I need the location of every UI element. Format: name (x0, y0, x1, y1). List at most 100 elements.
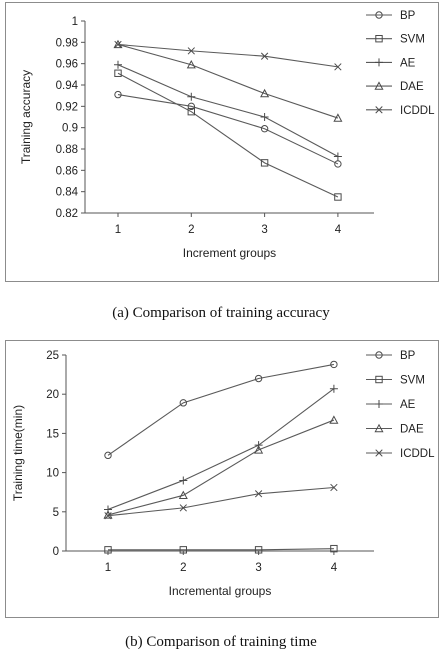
accuracy-point-svm (260, 159, 269, 167)
accuracy-line-dae (117, 43, 339, 119)
accuracy-point-dae (260, 88, 270, 98)
time-series-ae (104, 384, 338, 514)
accuracy-x-axis-title: Increment groups (183, 246, 276, 260)
time-y-tick-label: 20 (46, 389, 59, 401)
time-chart: 0 5 10 15 20 25 1 2 3 4 Incremental groups Training… (11, 350, 435, 598)
accuracy-legend-label-dae: DAE (400, 81, 424, 93)
accuracy-point-bp (187, 102, 196, 111)
time-legend-label-icddl: ICDDL (400, 448, 435, 460)
accuracy-series-icddl (114, 40, 342, 71)
time-series-svm (104, 544, 338, 554)
time-chart-panel: 0 5 10 15 20 25 1 2 3 4 Incremental groups Training… (5, 340, 439, 618)
time-legend-item-ae: AE (366, 399, 416, 411)
accuracy-y-tick-label: 0.94 (56, 80, 79, 92)
accuracy-x-tick-label: 2 (188, 224, 194, 236)
time-line-svm (108, 548, 334, 551)
time-legend-marker-icddl (375, 449, 383, 457)
accuracy-legend-marker-svm (375, 35, 383, 43)
time-line-dae (107, 419, 335, 516)
accuracy-x-tick-label: 4 (335, 224, 342, 236)
time-point-svm (104, 546, 112, 554)
accuracy-point-bp (334, 160, 342, 168)
accuracy-point-bp (114, 90, 122, 99)
accuracy-point-svm (334, 193, 342, 201)
accuracy-legend-item-icddl: ICDDL (366, 105, 435, 117)
accuracy-point-dae (333, 113, 343, 122)
time-line-ae (107, 388, 335, 510)
accuracy-legend-label-ae: AE (400, 57, 416, 69)
accuracy-series-ae (114, 60, 342, 161)
time-point-dae (254, 445, 264, 454)
accuracy-line-svm (117, 72, 339, 198)
accuracy-y-tick-label: 0.82 (56, 208, 78, 220)
time-line-icddl (107, 486, 334, 517)
accuracy-y-tick-label: 0.86 (56, 165, 78, 177)
accuracy-legend-label-icddl: ICDDL (400, 105, 435, 117)
accuracy-legend-marker-ae (375, 58, 383, 67)
accuracy-legend-marker-icddl (375, 106, 383, 114)
accuracy-line-bp (117, 94, 339, 165)
accuracy-series-svm (114, 69, 342, 201)
time-point-bp (179, 399, 188, 407)
accuracy-y-tick-label: 0.98 (56, 37, 78, 49)
accuracy-legend-marker-dae (374, 81, 384, 90)
time-point-bp (104, 451, 112, 460)
time-point-ae (179, 476, 188, 485)
accuracy-point-ae (187, 92, 196, 101)
time-legend-item-icddl: ICDDL (366, 448, 435, 460)
accuracy-legend-item-ae: AE (366, 57, 416, 69)
time-point-bp (330, 360, 338, 369)
time-legend-item-svm: SVM (366, 375, 425, 387)
time-point-svm (330, 544, 338, 553)
accuracy-point-svm (187, 107, 196, 116)
time-legend-label-dae: DAE (400, 424, 424, 436)
accuracy-point-ae (114, 60, 122, 69)
time-point-ae (329, 384, 338, 393)
accuracy-point-icddl (260, 52, 269, 60)
accuracy-legend-item-svm: SVM (366, 34, 425, 46)
accuracy-point-icddl (334, 63, 342, 71)
accuracy-point-ae (333, 152, 342, 161)
time-y-tick-label: 0 (53, 546, 59, 558)
time-y-tick-label: 15 (46, 428, 59, 440)
time-legend-marker-bp (375, 351, 383, 359)
time-x-tick-label: 1 (105, 562, 111, 574)
time-point-bp (254, 374, 263, 383)
accuracy-y-tick-label: 0.84 (56, 187, 79, 199)
accuracy-x-tick-label: 1 (115, 224, 121, 236)
accuracy-series-bp (114, 90, 342, 168)
time-point-svm (179, 546, 188, 554)
accuracy-legend-item-bp: BP (366, 10, 416, 22)
accuracy-x-tick-label: 3 (261, 224, 267, 236)
accuracy-legend-label-svm: SVM (400, 34, 425, 46)
accuracy-y-tick-label: 1 (72, 16, 78, 28)
time-legend-item-dae: DAE (366, 424, 424, 436)
accuracy-y-tick-label: 0.96 (56, 59, 78, 71)
time-line-bp (107, 363, 335, 456)
time-point-icddl (179, 504, 187, 512)
accuracy-legend-marker-bp (375, 11, 383, 19)
time-series-bp (104, 360, 338, 460)
time-x-tick-label: 3 (255, 562, 261, 574)
accuracy-series-dae (113, 39, 343, 122)
time-x-tick-label: 4 (331, 562, 338, 574)
accuracy-y-tick-label: 0.9 (62, 123, 78, 135)
time-point-icddl (104, 512, 112, 520)
time-point-dae (103, 510, 113, 519)
time-series-dae (103, 415, 339, 519)
accuracy-y-tick-label: 0.92 (56, 101, 78, 113)
time-x-axis-title: Incremental groups (169, 584, 272, 598)
time-y-tick-label: 10 (46, 468, 59, 480)
accuracy-point-bp (260, 125, 269, 133)
accuracy-chart: 0.82 0.84 0.86 0.88 0.9 0.92 0.94 0.96 0.98 1 1 2 3 4… (19, 10, 435, 260)
accuracy-chart-panel: 0.82 0.84 0.86 0.88 0.9 0.92 0.94 0.96 0.98 1 1 2 3 4… (5, 2, 439, 282)
time-legend-marker-dae (374, 423, 384, 433)
accuracy-point-ae (260, 113, 269, 121)
time-legend-marker-svm (375, 375, 383, 384)
accuracy-point-dae (186, 59, 196, 69)
time-point-dae (329, 415, 339, 424)
accuracy-chart-caption: (a) Comparison of training accuracy (112, 305, 330, 321)
accuracy-y-tick-label: 0.88 (56, 144, 78, 156)
accuracy-y-axis-title: Training accuracy (19, 70, 33, 164)
accuracy-line-icddl (117, 43, 338, 68)
